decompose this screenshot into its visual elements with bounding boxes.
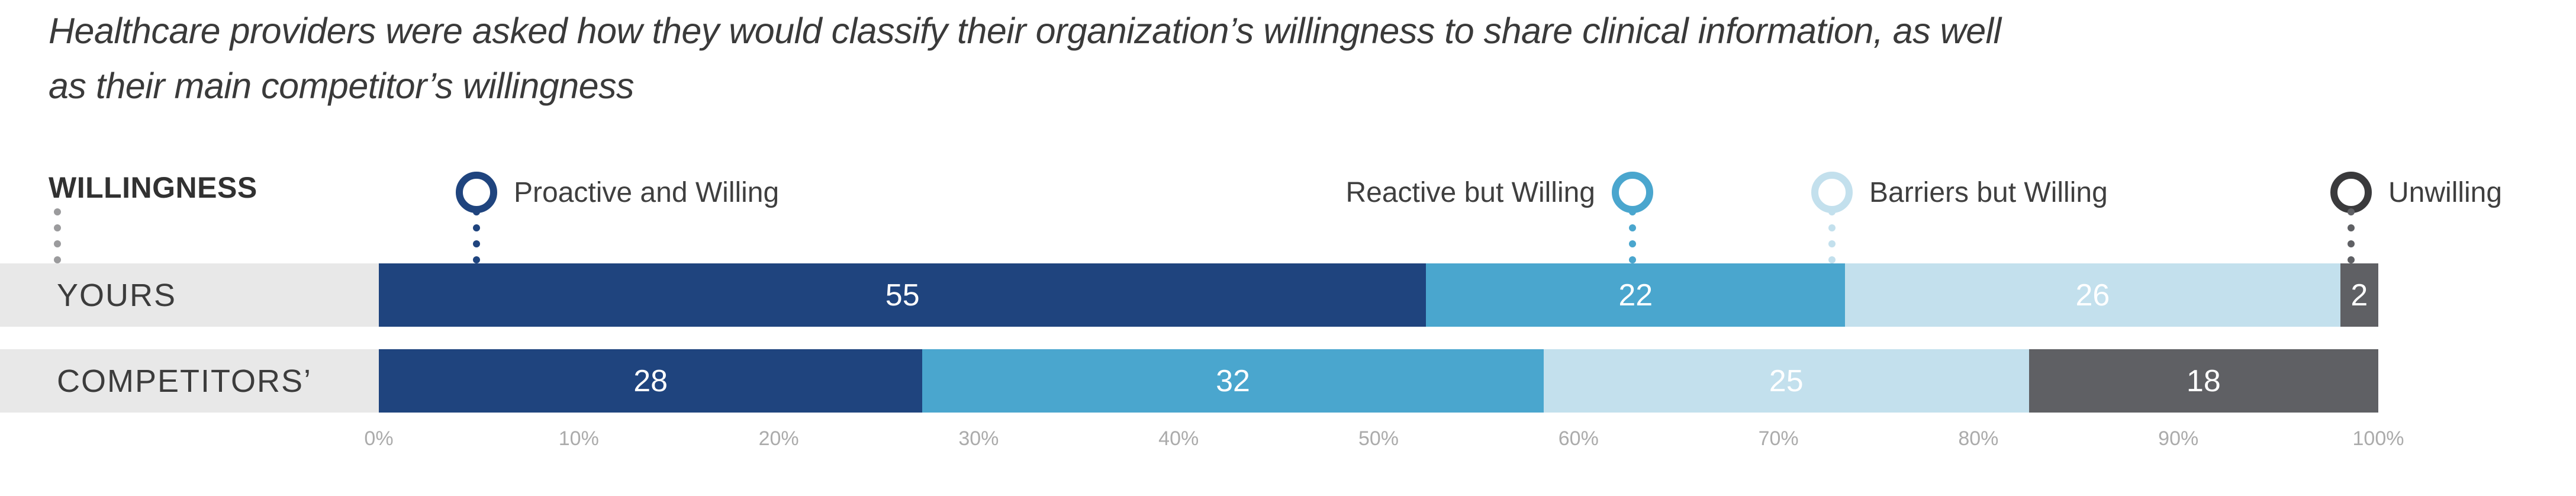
bar-segment-competitors--unwilling: 18 bbox=[2028, 349, 2378, 413]
bar-segment-yours-reactive-but-willing: 22 bbox=[1426, 263, 1846, 327]
x-axis-tick: 30% bbox=[958, 427, 999, 450]
legend-heading: WILLINGNESS bbox=[49, 171, 257, 204]
bar-segment-yours-unwilling: 2 bbox=[2340, 263, 2378, 327]
chart-title-line-1: Healthcare providers were asked how they… bbox=[49, 11, 2001, 51]
chart-title: Healthcare providers were asked how they… bbox=[49, 4, 2001, 114]
x-axis-tick: 20% bbox=[758, 427, 799, 450]
x-axis-tick: 50% bbox=[1358, 427, 1399, 450]
x-axis-tick: 70% bbox=[1758, 427, 1799, 450]
legend-label-barriers: Barriers but Willing bbox=[1869, 176, 2108, 208]
bar-yours: 55 22 26 2 bbox=[379, 263, 2378, 327]
x-axis-tick: 60% bbox=[1558, 427, 1599, 450]
legend-label-proactive: Proactive and Willing bbox=[514, 176, 780, 208]
bar-segment-yours-proactive-and-willing: 55 bbox=[379, 263, 1427, 327]
bar-segment-competitors--reactive-but-willing: 32 bbox=[922, 349, 1544, 413]
x-axis-tick: 40% bbox=[1158, 427, 1199, 450]
x-axis: 0% 10% 20% 30% 40% 50% 60% 70% 80% 90% 100% bbox=[364, 427, 2404, 453]
connector-proactive bbox=[472, 208, 481, 263]
connector-unwilling bbox=[2347, 208, 2355, 263]
bar-row-yours: YOURS 55 22 26 2 bbox=[0, 263, 2378, 327]
connector-reactive bbox=[1628, 208, 1637, 263]
barriers-circle-icon bbox=[1811, 172, 1853, 213]
legend-item-reactive: Reactive but Willing bbox=[1345, 168, 1653, 217]
connector-barriers bbox=[1828, 208, 1836, 263]
bar-row-competitors: COMPETITORS’ 28 32 25 18 bbox=[0, 349, 2378, 413]
legend-label-unwilling: Unwilling bbox=[2388, 176, 2503, 208]
x-axis-tick: 90% bbox=[2158, 427, 2199, 450]
legend-item-barriers: Barriers but Willing bbox=[1811, 168, 2108, 217]
bar-segment-yours-barriers-but-willing: 26 bbox=[1845, 263, 2340, 327]
unwilling-circle-icon bbox=[2330, 172, 2372, 213]
legend-item-proactive: Proactive and Willing bbox=[456, 168, 779, 217]
x-axis-tick: 100% bbox=[2352, 427, 2404, 450]
legend-label-reactive: Reactive but Willing bbox=[1345, 176, 1596, 208]
connector-willingness bbox=[53, 208, 62, 263]
x-axis-tick: 80% bbox=[1958, 427, 1999, 450]
proactive-circle-icon bbox=[456, 172, 497, 213]
x-axis-tick: 10% bbox=[558, 427, 599, 450]
legend-item-unwilling: Unwilling bbox=[2330, 168, 2502, 217]
row-label-yours: YOURS bbox=[0, 263, 379, 327]
row-label-competitors: COMPETITORS’ bbox=[0, 349, 379, 413]
chart-title-line-2: as their main competitor’s willingness bbox=[49, 66, 635, 106]
bar-segment-competitors--barriers-but-willing: 25 bbox=[1543, 349, 2029, 413]
x-axis-tick: 0% bbox=[364, 427, 394, 450]
bar-segment-competitors--proactive-and-willing: 28 bbox=[379, 349, 923, 413]
bar-competitors: 28 32 25 18 bbox=[379, 349, 2378, 413]
reactive-circle-icon bbox=[1612, 172, 1653, 213]
